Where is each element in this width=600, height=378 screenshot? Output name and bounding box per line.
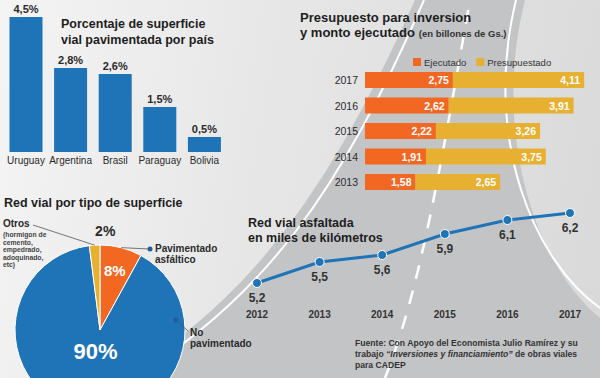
point <box>315 258 324 267</box>
chart-title: y monto ejecutado <box>300 25 415 40</box>
category-label: 2015 <box>335 125 359 137</box>
bar-segment <box>426 149 546 165</box>
bar-segment <box>365 174 415 190</box>
tick-label: 2015 <box>434 309 457 320</box>
data-label: 3,26 <box>516 125 537 137</box>
bar-segment <box>365 149 426 165</box>
tick-label: 2014 <box>371 309 394 320</box>
data-label: 1,91 <box>402 151 423 163</box>
bar-segment <box>365 72 453 88</box>
infographic: Porcentaje de superficie vial pavimentada… <box>0 0 600 378</box>
callout-dot <box>174 318 179 323</box>
data-label: 6,2 <box>562 221 579 235</box>
category-label: No pavimentado <box>190 327 262 349</box>
point <box>440 230 449 239</box>
bar <box>54 68 87 152</box>
point <box>253 279 262 288</box>
point <box>566 209 575 218</box>
category-label: Brasil <box>103 155 128 166</box>
data-label: 2% <box>95 223 116 239</box>
chart-title: Presupuesto para inversion <box>300 10 471 25</box>
category-label: 2013 <box>335 176 359 188</box>
data-label: 2,65 <box>476 176 497 188</box>
line <box>257 213 570 283</box>
legend-label: Presupuestado <box>487 57 551 68</box>
category-label: Pavimentado asfáltico <box>155 243 227 265</box>
data-label: 1,58 <box>391 176 412 188</box>
category-label: 2014 <box>335 151 359 163</box>
data-label: 4,11 <box>560 74 580 86</box>
chart-title: Red vial por tipo de superficie <box>4 196 183 210</box>
source-text: “Inversiones y financiamiento” <box>386 349 513 359</box>
callout-line <box>121 248 150 249</box>
data-label: 2,22 <box>411 125 432 137</box>
data-label: 5,6 <box>374 263 391 277</box>
chart-title: Red vial asfaltada <box>248 216 355 230</box>
data-label: 1,5% <box>147 93 172 105</box>
bar-segment <box>449 98 574 114</box>
bar-segment <box>365 123 436 139</box>
category-label: 2017 <box>335 74 359 86</box>
legend-label: Ejecutado <box>424 57 466 68</box>
plot <box>253 209 575 288</box>
point <box>503 216 512 225</box>
bar-segment <box>365 98 449 114</box>
category-label: 2016 <box>335 100 359 112</box>
data-label: 5,9 <box>436 242 453 256</box>
tick-label: 2012 <box>246 309 269 320</box>
chart-title: Porcentaje de superficie <box>61 17 206 31</box>
data-label: 2,62 <box>424 100 445 112</box>
tick-label: 2017 <box>559 309 582 320</box>
data-label: 4,5% <box>13 3 38 15</box>
data-label: 6,1 <box>499 228 516 242</box>
callout-dot <box>148 247 153 252</box>
data-label: 5,2 <box>249 291 266 305</box>
bar-segment <box>436 123 540 139</box>
data-label: 3,75 <box>521 151 542 163</box>
bars <box>365 72 584 190</box>
bar <box>188 137 221 152</box>
data-label: 8% <box>104 262 126 279</box>
source: Fuente: Con Apoyo del Economista Julio R… <box>355 338 595 371</box>
category-label: Paraguay <box>138 155 181 166</box>
bar-segment <box>415 174 500 190</box>
road-edge <box>132 0 424 378</box>
pie-slice <box>15 246 185 378</box>
bar <box>143 107 176 152</box>
data-label: 3,91 <box>549 100 570 112</box>
data-label: 90% <box>74 339 118 364</box>
bar <box>99 74 132 152</box>
legend-swatch <box>413 58 421 66</box>
chart-title: vial pavimentada por país <box>61 33 214 47</box>
data-label: 2,8% <box>58 54 83 66</box>
bar <box>10 17 43 152</box>
road-decoration <box>120 0 600 378</box>
chart-title: en miles de kilómetros <box>248 231 383 245</box>
category-label: Bolivia <box>190 155 220 166</box>
data-label: 5,5 <box>311 270 328 284</box>
pie-slice <box>89 245 100 330</box>
data-label: 2,6% <box>103 60 128 72</box>
point <box>378 251 387 260</box>
bars <box>10 17 221 152</box>
road-surface <box>120 0 600 378</box>
category-label: Uruguay <box>7 155 45 166</box>
tick-label: 2013 <box>308 309 331 320</box>
category-label: Otros <box>3 218 63 229</box>
chart-subtitle: (en billones de Gs.) <box>419 28 507 39</box>
bar-segment <box>453 72 584 88</box>
tick-label: 2016 <box>496 309 519 320</box>
legend-swatch <box>476 58 484 66</box>
data-label: 2,75 <box>428 74 449 86</box>
data-label: 0,5% <box>192 123 217 135</box>
category-label: Argentina <box>49 155 92 166</box>
annotation: (hormigon de cemento, empedrado, adoquin… <box>3 231 50 269</box>
